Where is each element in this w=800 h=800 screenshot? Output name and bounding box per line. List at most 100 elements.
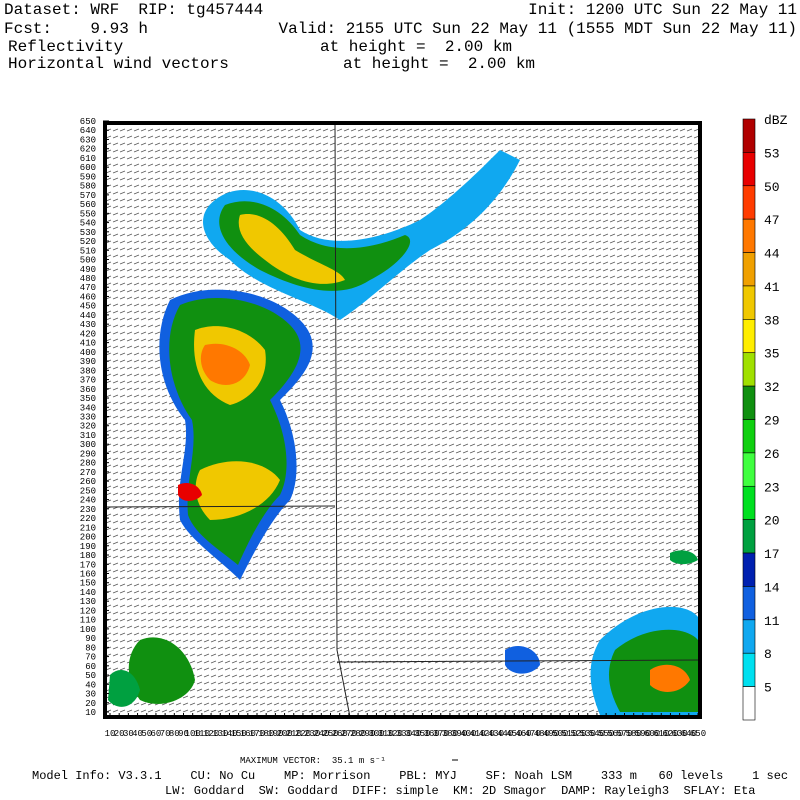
y-tick-label: 640	[80, 126, 96, 136]
colorbar-label: 35	[764, 347, 780, 362]
x-tick-label: 510	[561, 729, 577, 739]
x-tick-label: 200	[276, 729, 292, 739]
colorbar-box	[742, 352, 756, 387]
x-tick-label: 450	[506, 729, 522, 739]
colorbar-box	[742, 552, 756, 587]
y-tick-label: 430	[80, 320, 96, 330]
y-tick-label: 350	[80, 394, 96, 404]
colorbar-label: 26	[764, 447, 780, 462]
axes: 1020304050607080901001101201301401501601…	[80, 117, 706, 739]
y-tick-label: 570	[80, 191, 96, 201]
colorbar-box	[742, 452, 756, 487]
colorbar-label: 23	[764, 480, 780, 495]
y-tick-label: 80	[85, 643, 96, 653]
x-tick-label: 110	[194, 729, 210, 739]
colorbar-box	[742, 319, 756, 354]
y-tick-label: 540	[80, 219, 96, 229]
y-tick-label: 550	[80, 209, 96, 219]
x-tick-label: 130	[212, 729, 228, 739]
x-tick-label: 580	[626, 729, 642, 739]
x-tick-label: 460	[515, 729, 531, 739]
x-tick-label: 20	[114, 729, 125, 739]
x-tick-label: 70	[160, 729, 171, 739]
x-tick-label: 40	[132, 729, 143, 739]
x-tick-label: 550	[598, 729, 614, 739]
x-tick-label: 360	[423, 729, 439, 739]
init-time: Init: 1200 UTC Sun 22 May 11	[528, 1, 797, 19]
x-tick-label: 350	[414, 729, 430, 739]
x-tick-label: 300	[368, 729, 384, 739]
x-tick-label: 650	[690, 729, 706, 739]
valid-time: Valid: 2155 UTC Sun 22 May 11 (1555 MDT …	[279, 20, 797, 38]
dataset: Dataset: WRF RIP: tg457444	[4, 1, 263, 19]
y-tick-label: 610	[80, 154, 96, 164]
y-tick-label: 190	[80, 542, 96, 552]
x-tick-label: 500	[552, 729, 568, 739]
colorbar-label: 14	[764, 580, 780, 595]
x-tick-label: 270	[341, 729, 357, 739]
colorbar-box	[742, 619, 756, 654]
x-tick-label: 280	[350, 729, 366, 739]
x-tick-label: 220	[295, 729, 311, 739]
x-tick-label: 470	[525, 729, 541, 739]
y-tick-label: 460	[80, 292, 96, 302]
colorbar-label: 17	[764, 547, 780, 562]
model-info: Model Info: V3.3.1 CU: No Cu MP: Morriso…	[32, 769, 788, 783]
x-tick-label: 60	[151, 729, 162, 739]
colorbar-label: 53	[764, 146, 780, 161]
x-tick-label: 410	[469, 729, 485, 739]
x-tick-label: 530	[580, 729, 596, 739]
x-tick-label: 80	[169, 729, 180, 739]
y-tick-label: 370	[80, 376, 96, 386]
y-tick-label: 100	[80, 625, 96, 635]
y-tick-label: 150	[80, 579, 96, 589]
y-tick-label: 120	[80, 606, 96, 616]
y-tick-label: 250	[80, 486, 96, 496]
y-tick-label: 30	[85, 690, 96, 700]
colorbar-label: 5	[764, 681, 772, 696]
map-area	[103, 121, 702, 719]
y-tick-label: 340	[80, 403, 96, 413]
colorbar-box	[742, 252, 756, 287]
y-tick-label: 530	[80, 228, 96, 238]
x-tick-label: 190	[267, 729, 283, 739]
y-tick-label: 320	[80, 422, 96, 432]
y-tick-label: 130	[80, 597, 96, 607]
colorbar-box	[742, 586, 756, 621]
x-tick-label: 170	[249, 729, 265, 739]
y-tick-label: 10	[85, 708, 96, 718]
field-name: Horizontal wind vectors	[8, 55, 229, 73]
y-tick-label: 450	[80, 302, 96, 312]
colorbar-label: 20	[764, 514, 780, 529]
y-tick-label: 270	[80, 468, 96, 478]
forecast-hour: Fcst: 9.93 h	[4, 20, 148, 38]
x-tick-label: 440	[497, 729, 513, 739]
colorbar-label: 32	[764, 380, 780, 395]
x-tick-label: 140	[221, 729, 237, 739]
y-tick-label: 440	[80, 311, 96, 321]
y-tick-label: 170	[80, 560, 96, 570]
y-tick-label: 260	[80, 477, 96, 487]
colorbar-label: 41	[764, 280, 780, 295]
x-tick-label: 150	[231, 729, 247, 739]
x-tick-label: 250	[322, 729, 338, 739]
colorbar-box	[742, 185, 756, 220]
colorbar-unit: dBZ	[764, 113, 788, 128]
y-tick-label: 630	[80, 135, 96, 145]
y-tick-label: 90	[85, 634, 96, 644]
y-tick-label: 200	[80, 533, 96, 543]
colorbar-label: 8	[764, 647, 772, 662]
y-tick-label: 20	[85, 699, 96, 709]
x-tick-label: 10	[105, 729, 116, 739]
y-tick-label: 330	[80, 413, 96, 423]
colorbar-box	[742, 652, 756, 687]
colorbar-label: 38	[764, 313, 780, 328]
plot-frame	[103, 121, 702, 719]
x-tick-label: 370	[433, 729, 449, 739]
y-tick-label: 300	[80, 440, 96, 450]
y-tick-label: 290	[80, 449, 96, 459]
y-tick-label: 480	[80, 274, 96, 284]
y-tick-label: 560	[80, 200, 96, 210]
reflectivity	[108, 150, 700, 715]
